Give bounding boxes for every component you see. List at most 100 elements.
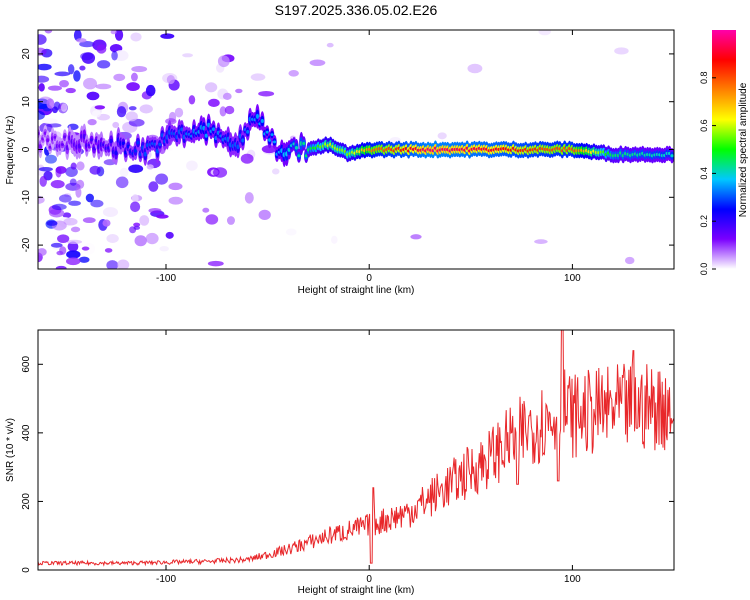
heatmap-blob — [166, 75, 175, 85]
heatmap-blob — [79, 41, 95, 48]
figure-title: S197.2025.336.05.02.E26 — [275, 2, 438, 18]
colorbar-tick-label: 0.4 — [699, 167, 709, 180]
heatmap-blob — [46, 98, 55, 109]
heatmap-blob — [240, 153, 254, 164]
heatmap-ridge-core — [304, 154, 308, 158]
heatmap-blob — [160, 33, 175, 39]
heatmap-blob — [131, 193, 139, 204]
heatmap-blob — [130, 201, 141, 213]
colorbar-tick-label: 0.0 — [699, 263, 709, 276]
snr-y-tick-label: 600 — [21, 356, 32, 373]
heatmap-blob — [53, 101, 61, 111]
snr-x-tick-label: 100 — [564, 574, 581, 585]
snr-y-tick-label: 0 — [21, 567, 32, 573]
heatmap-blob — [148, 181, 159, 192]
heatmap-ridge-core — [272, 140, 277, 144]
heatmap-blob — [75, 187, 82, 198]
heatmap-blob — [82, 217, 96, 224]
heatmap-blob — [67, 241, 79, 252]
heatmap-blob — [102, 207, 119, 218]
snr-x-tick-label: 0 — [366, 574, 372, 585]
heatmap-blob — [113, 73, 126, 82]
heatmap-blob — [205, 82, 218, 93]
heatmap-blob — [129, 226, 137, 234]
heatmap-blob — [145, 232, 159, 245]
colorbar-tick-label: 0.2 — [699, 215, 709, 228]
heatmap-blob — [165, 231, 174, 239]
heatmap-ridge-core — [670, 154, 674, 158]
snr-y-tick-label: 400 — [21, 424, 32, 441]
heatmap-blob — [38, 167, 53, 172]
spectrogram-y-tick-label: -20 — [21, 237, 32, 252]
heatmap-blob — [202, 207, 210, 213]
heatmap-blob — [213, 167, 228, 178]
heatmap-blob — [106, 260, 119, 269]
heatmap-blob — [94, 71, 108, 80]
heatmap-blob — [41, 118, 58, 124]
heatmap-blob — [222, 92, 232, 100]
heatmap-blob — [38, 110, 45, 121]
heatmap-ridge-core — [65, 145, 69, 151]
heatmap-blob — [207, 260, 224, 267]
heatmap-blob — [50, 180, 65, 189]
spectrogram-x-tick-label: -100 — [156, 273, 176, 284]
colorbar-ticks: 0.0 0.2 0.4 0.6 0.8 — [699, 72, 716, 276]
heatmap-blob — [258, 90, 275, 97]
heatmap-blob — [326, 42, 334, 48]
heatmap-ridge-core — [114, 150, 118, 156]
colorbar-tick-label: 0.6 — [699, 119, 709, 132]
heatmap-blob — [272, 168, 280, 175]
heatmap-blob — [38, 34, 47, 45]
heatmap-blob — [134, 235, 147, 247]
heatmap-blob — [45, 154, 57, 164]
heatmap-blob — [128, 106, 137, 111]
heatmap-blob — [146, 164, 154, 170]
heatmap-ridge-core — [270, 133, 274, 136]
heatmap-blob — [145, 84, 156, 97]
heatmap-blob — [38, 63, 52, 71]
heatmap-blob — [309, 59, 326, 67]
heatmap-blob — [139, 104, 153, 114]
heatmap-blob — [39, 175, 47, 187]
colorbar-label: Normalized spectral amplitude — [738, 82, 749, 217]
heatmap-blob — [76, 38, 87, 43]
heatmap-ridge-core — [92, 146, 96, 151]
heatmap-blob — [116, 106, 127, 118]
heatmap-blob — [373, 131, 385, 140]
heatmap-blob — [54, 71, 71, 77]
heatmap-blob — [112, 121, 120, 129]
heatmap-blob — [139, 215, 150, 226]
heatmap-blob — [78, 256, 90, 263]
heatmap-blob — [85, 193, 94, 203]
snr-panel: -100 0 100 0 200 400 600 Height of straight li… — [5, 329, 675, 596]
heatmap-blob — [182, 53, 194, 58]
heatmap-blob — [66, 239, 83, 245]
heatmap-blob — [115, 176, 129, 189]
spectrogram-y-tick-label: 20 — [21, 48, 32, 60]
heatmap-blob — [87, 118, 97, 126]
spectrogram-x-tick-label: 100 — [564, 273, 581, 284]
heatmap-blob — [205, 214, 219, 225]
heatmap-blob — [59, 79, 70, 88]
heatmap-ridge-core — [53, 135, 57, 139]
heatmap-ridge-core — [121, 141, 125, 146]
spectrogram-y-tick-label: -10 — [21, 190, 32, 205]
heatmap-blob — [159, 245, 169, 252]
heatmap-blob — [46, 220, 58, 226]
heatmap-blob — [110, 30, 117, 35]
heatmap-blob — [224, 105, 235, 115]
heatmap-blob — [70, 226, 81, 233]
heatmap-blob — [106, 234, 119, 243]
heatmap-ridge-core — [294, 145, 299, 150]
heatmap-blob — [95, 83, 112, 90]
heatmap-blob — [186, 160, 198, 171]
heatmap-blob — [261, 145, 277, 154]
heatmap-ridge-core — [90, 138, 94, 142]
heatmap-blob — [156, 214, 169, 219]
heatmap-ridge-core — [236, 144, 240, 150]
heatmap-blob — [168, 196, 184, 205]
heatmap-blob — [104, 248, 113, 253]
heatmap-blob — [131, 65, 148, 73]
heatmap-ridge-core — [255, 113, 260, 119]
